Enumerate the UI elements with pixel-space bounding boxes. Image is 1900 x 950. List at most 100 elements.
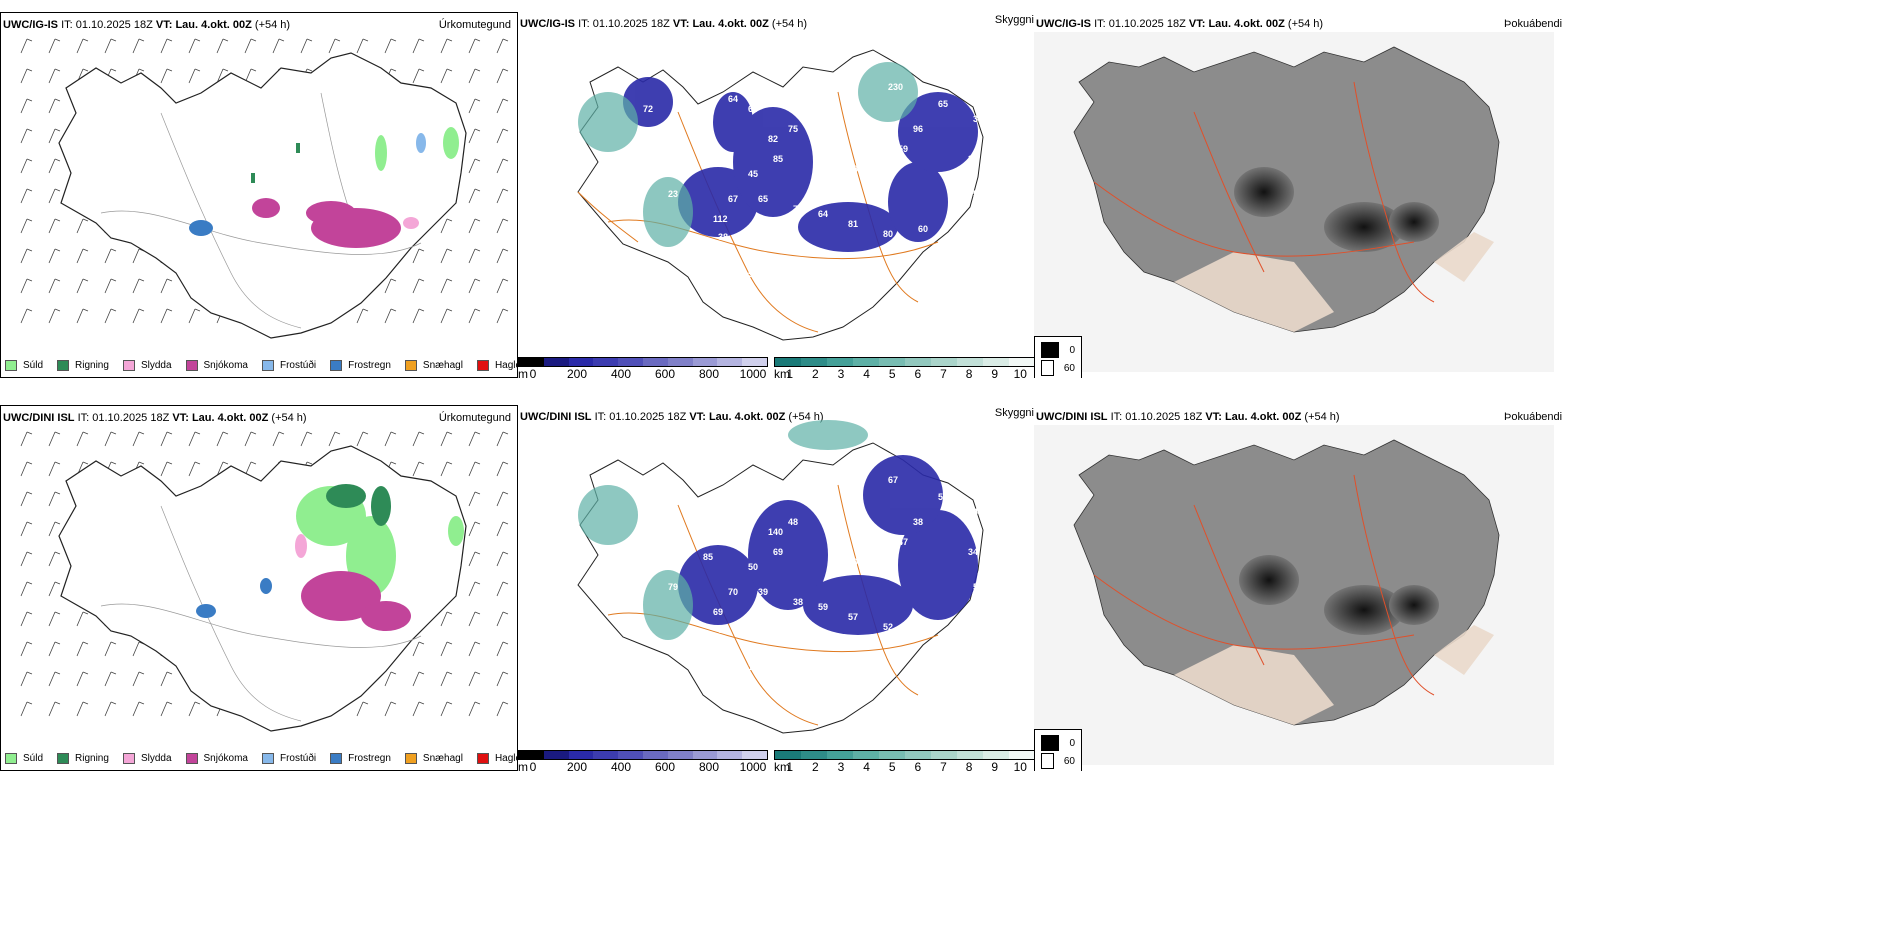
lead-time: (+54 h)	[771, 18, 808, 30]
cloud-base-label: 52	[883, 622, 893, 632]
wind-barb	[468, 461, 481, 477]
colorbar-tick: 10	[1013, 760, 1027, 771]
cloud-base-label: 93	[718, 625, 728, 635]
colorbar-tick: 7	[940, 367, 947, 378]
cloud-base-label: 39	[698, 249, 708, 259]
visibility-unit: km	[774, 367, 790, 378]
cloud-base-label: 69	[628, 537, 638, 547]
wind-barb	[104, 38, 117, 54]
colorbar-tick: 10	[1013, 367, 1027, 378]
ceiling-unit: m	[518, 367, 528, 378]
precip-areas	[196, 484, 464, 631]
legend-swatch	[5, 753, 17, 764]
wind-barb	[496, 158, 509, 174]
ceiling-colorbar: m 0 200 400 600 800 1000	[518, 750, 768, 771]
wind-barb	[104, 671, 117, 687]
fog-panel-row2: UWC/DINI ISL IT: 01.10.2025 18Z VT: Lau.…	[1034, 405, 1900, 771]
wind-barb	[496, 521, 509, 537]
wind-barb	[272, 38, 285, 54]
colorbar-tick: 1	[786, 367, 794, 378]
colorbar-tick: 200	[566, 760, 588, 771]
it-value: 01.10.2025 18Z	[609, 411, 687, 423]
product-type-label: Skyggni	[994, 407, 1034, 419]
legend-item: Snjókoma	[185, 753, 248, 764]
wind-barb	[496, 248, 509, 264]
legend-swatch	[404, 360, 417, 371]
lead-time: (+54 h)	[788, 411, 824, 423]
colorbar-tick: 4	[863, 367, 870, 378]
wind-barb	[300, 431, 313, 447]
wind-barb	[412, 461, 425, 477]
wind-barb	[384, 431, 397, 447]
legend-item: Frostregn	[330, 360, 391, 371]
cloud-base-label: 230	[888, 82, 903, 92]
cloud-map: 63 75 69 81 48 60 140 69 48 39 38 59 57 52 45 50 47 38 53 4…	[577, 420, 990, 734]
wind-barb	[48, 278, 61, 294]
ceiling-unit: m	[518, 760, 528, 771]
cloud-base-label: 67	[888, 475, 898, 485]
low-cloud-areas	[623, 77, 978, 252]
wind-barb	[20, 98, 33, 114]
cloud-base-label: 39	[758, 587, 768, 597]
wind-barb	[496, 461, 509, 477]
cloud-base-label: 35	[703, 159, 713, 169]
cloud-base-label: 45	[748, 169, 758, 179]
colorbar-segment	[618, 751, 643, 759]
cloud-labels: 97 72 94 96 64 68 82 85 75 65 70 64 81 80 60 78 59 96 65 34…	[613, 74, 990, 324]
colorbar-segment	[568, 358, 594, 366]
legend-swatch	[185, 753, 198, 764]
wind-barb	[216, 431, 229, 447]
wind-barb	[48, 188, 61, 204]
cloud-base-label: 85	[773, 154, 783, 164]
legend-label: Slydda	[140, 753, 172, 764]
wind-barb	[20, 68, 33, 84]
wind-barb	[356, 701, 369, 717]
legend-item: Súld	[5, 360, 43, 371]
colorbar-segment	[931, 358, 957, 366]
wind-barb	[188, 431, 201, 447]
wind-barb	[76, 278, 89, 294]
wind-barb	[48, 38, 61, 54]
cloud-base-label: 70	[793, 204, 803, 214]
legend-item: Rigning	[57, 753, 109, 764]
cloud-base-label: 64	[728, 94, 738, 104]
colorbar-tick: 0	[529, 367, 537, 378]
colorbar-tick: 1000	[739, 760, 767, 771]
wind-barb	[440, 611, 453, 627]
wind-barb	[48, 611, 61, 627]
wind-barb	[76, 641, 89, 657]
wind-barb	[496, 308, 509, 324]
wind-barb	[48, 68, 61, 84]
colorbar-segment	[879, 358, 905, 366]
legend-swatch	[476, 360, 489, 371]
wind-barb	[468, 38, 481, 54]
colorbar-tick: 0	[529, 760, 537, 771]
cloud-base-label: 31	[768, 707, 778, 717]
wind-barb	[76, 611, 89, 627]
wind-barb	[496, 188, 509, 204]
cloud-base-label: 81	[848, 219, 858, 229]
fog-map	[1034, 425, 1554, 765]
wind-barb	[468, 278, 481, 294]
cloud-base-label: 60	[918, 224, 928, 234]
wind-barb	[20, 38, 33, 54]
wind-barb	[468, 128, 481, 144]
wind-barb	[412, 701, 425, 717]
wind-barb	[48, 98, 61, 114]
vt-label: VT: Lau. 4.okt. 00Z	[172, 412, 269, 424]
colorbar-tick: 6	[914, 760, 922, 771]
fog-legend-row: 0	[1041, 734, 1075, 752]
wind-barb	[48, 461, 61, 477]
colorbar-tick: 600	[654, 367, 676, 378]
legend-label: Slydda	[140, 360, 172, 371]
wind-barb	[468, 521, 481, 537]
cloud-base-label: 97	[613, 74, 623, 84]
cloud-base-label: 57	[748, 269, 758, 279]
vt-label: VT: Lau. 4.okt. 00Z	[155, 19, 252, 31]
colorbar-tick: 5	[888, 367, 896, 378]
legend-item: Snæhagl	[404, 753, 463, 764]
wind-barb	[356, 431, 369, 447]
colorbar-segment	[827, 358, 853, 366]
legend-swatch	[122, 753, 135, 764]
visibility-unit: km	[774, 760, 790, 771]
